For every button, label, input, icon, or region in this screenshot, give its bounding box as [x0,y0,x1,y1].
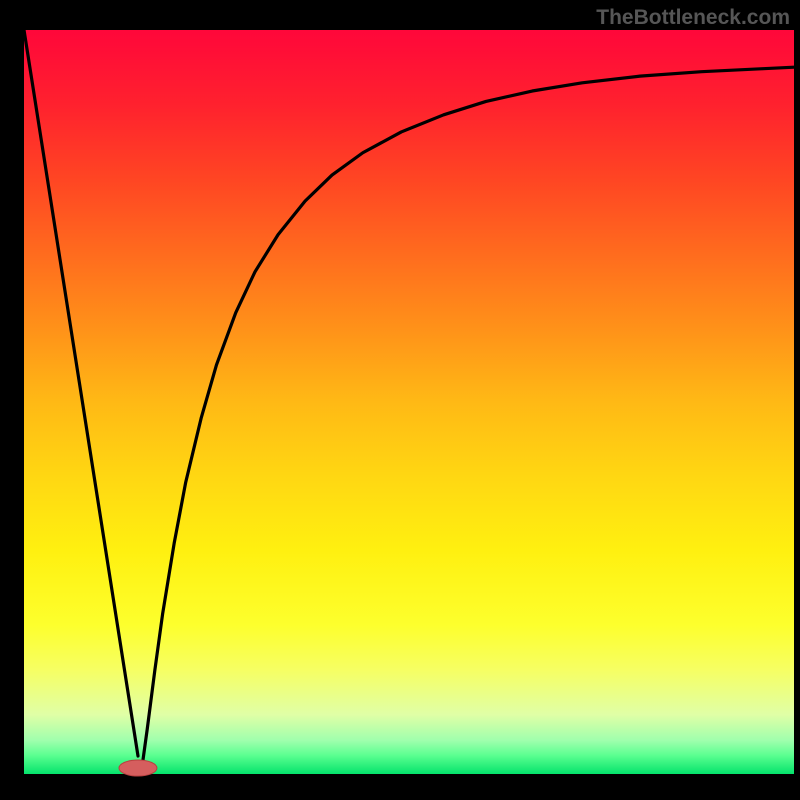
optimal-marker [119,760,157,776]
chart-plot-area [24,30,794,774]
chart-svg [0,0,800,800]
bottleneck-chart: TheBottleneck.com [0,0,800,800]
watermark-text: TheBottleneck.com [596,6,790,30]
